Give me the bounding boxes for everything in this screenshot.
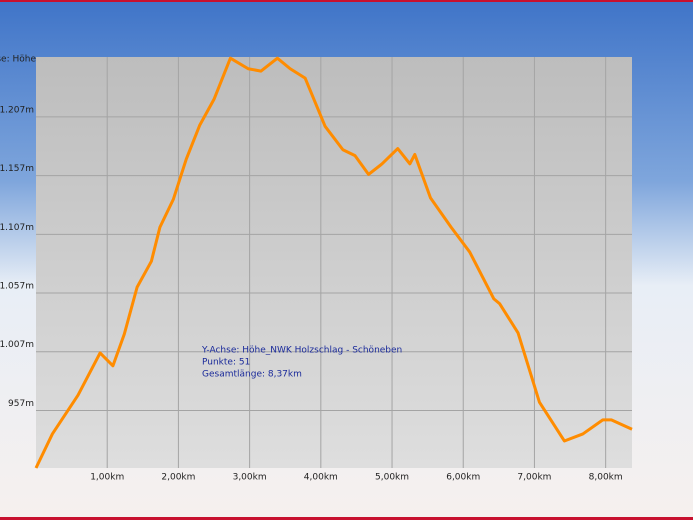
y-tick-label: 1.057m [0, 282, 34, 292]
y-tick-label: 1.207m [0, 105, 34, 115]
x-tick-label: 7,00km [517, 473, 551, 483]
annotation: Y-Achse: Höhe_NWK Holzschlag - Schöneben [201, 346, 402, 356]
x-tick-label: 2,00km [161, 473, 195, 483]
y-tick-label: 1.007m [0, 340, 34, 350]
y-tick-label: 1.107m [0, 223, 34, 233]
top-border [0, 0, 693, 2]
bottom-border [0, 517, 693, 520]
x-tick-label: 1,00km [90, 473, 124, 483]
annotation: Punkte: 51 [202, 358, 250, 368]
x-tick-label: 6,00km [446, 473, 480, 483]
y-tick-label: 1.157m [0, 164, 34, 174]
x-tick-label: 4,00km [304, 473, 338, 483]
x-tick-label: 5,00km [375, 473, 409, 483]
x-tick-label: 3,00km [233, 473, 267, 483]
y-tick-label: 957m [8, 399, 34, 409]
annotation: Gesamtlänge: 8,37km [202, 370, 302, 380]
y-axis-label: Y-Achse: Höhe [0, 55, 36, 65]
elevation-line [34, 56, 633, 469]
plot-area [36, 57, 632, 468]
x-tick-label: 8,00km [589, 473, 623, 483]
